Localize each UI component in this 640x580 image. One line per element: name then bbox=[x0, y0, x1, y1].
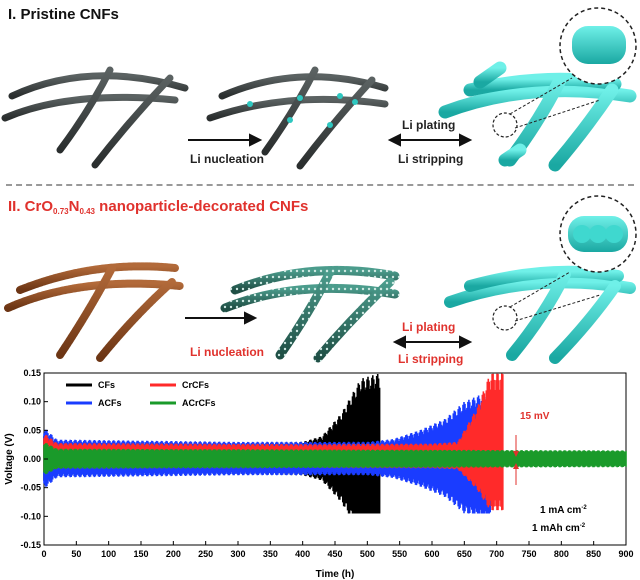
x-tick-label: 150 bbox=[133, 549, 148, 559]
x-axis-label: Time (h) bbox=[316, 569, 355, 580]
x-tick-label: 550 bbox=[392, 549, 407, 559]
zoom-target-circle-2 bbox=[492, 305, 518, 331]
y-tick-label: 0.05 bbox=[23, 425, 41, 435]
panel-2-stripping-label: Li stripping bbox=[398, 352, 464, 366]
x-tick-label: 250 bbox=[198, 549, 213, 559]
x-tick-label: 600 bbox=[424, 549, 439, 559]
y-tick-label: -0.05 bbox=[20, 483, 41, 493]
nucleated-fiber-network bbox=[206, 66, 389, 170]
y-axis-label: Voltage (V) bbox=[4, 433, 15, 484]
y-tick-label: -0.10 bbox=[20, 511, 41, 521]
x-tick-label: 0 bbox=[41, 549, 46, 559]
capacity-label: 1 mAh cm-2 bbox=[532, 523, 586, 534]
decorated-fiber-network bbox=[4, 262, 184, 362]
x-tick-label: 100 bbox=[101, 549, 116, 559]
legend-label-acrcfs: ACrCFs bbox=[182, 398, 216, 408]
panel-1-illustration bbox=[1, 7, 637, 172]
x-tick-label: 50 bbox=[71, 549, 81, 559]
li-nuclei bbox=[247, 93, 358, 128]
panel-2-nucleation-label: Li nucleation bbox=[190, 345, 265, 359]
x-tick-label: 850 bbox=[586, 549, 601, 559]
pristine-fiber-network bbox=[1, 66, 189, 169]
legend: CFs ACFs CrCFs ACrCFs bbox=[66, 380, 216, 408]
axis-layer: 0 50 100 150 200 250 300 350 400 450 500 550 600 650 7… bbox=[20, 368, 633, 559]
mv-annotation: 15 mV bbox=[513, 411, 550, 485]
panel-1-nucleation-label: Li nucleation bbox=[190, 152, 265, 166]
x-tick-label: 650 bbox=[457, 549, 472, 559]
panel-2-title: II. CrO0.73N0.43 nanoparticle-decorated … bbox=[8, 198, 309, 216]
plated-lithium-network-2 bbox=[444, 265, 636, 364]
panel-1-plating-label: Li plating bbox=[402, 118, 456, 132]
y-tick-label: -0.15 bbox=[20, 540, 41, 550]
nucleation-arrow-2 bbox=[185, 311, 258, 325]
zoom-target-circle bbox=[492, 112, 518, 138]
panel-2-plating-label: Li plating bbox=[402, 320, 456, 334]
panel-divider bbox=[6, 184, 634, 186]
plating-stripping-arrow-2 bbox=[392, 335, 473, 349]
x-tick-label: 800 bbox=[554, 549, 569, 559]
x-tick-label: 350 bbox=[263, 549, 278, 559]
x-tick-label: 300 bbox=[230, 549, 245, 559]
nucleation-arrow bbox=[188, 133, 263, 147]
y-tick-label: 0.00 bbox=[23, 454, 41, 464]
legend-label-crcfs: CrCFs bbox=[182, 380, 209, 390]
x-tick-label: 750 bbox=[521, 549, 536, 559]
legend-label-acfs: ACFs bbox=[98, 398, 122, 408]
x-tick-label: 200 bbox=[166, 549, 181, 559]
panel-1-stripping-label: Li stripping bbox=[398, 152, 464, 166]
x-tick-label: 450 bbox=[327, 549, 342, 559]
current-density-label: 1 mA cm-2 bbox=[540, 505, 587, 516]
mv-label: 15 mV bbox=[520, 411, 550, 422]
plating-stripping-arrow bbox=[387, 133, 473, 147]
series-layer bbox=[43, 373, 627, 514]
plated-lithium-network bbox=[438, 61, 637, 172]
panel-1-title: I. Pristine CNFs bbox=[8, 6, 119, 23]
x-tick-label: 500 bbox=[360, 549, 375, 559]
y-tick-label: 0.15 bbox=[23, 368, 41, 378]
y-tick-label: 0.10 bbox=[23, 397, 41, 407]
x-tick-label: 700 bbox=[489, 549, 504, 559]
legend-label-cfs: CFs bbox=[98, 380, 115, 390]
x-tick-label: 400 bbox=[295, 549, 310, 559]
x-tick-label: 900 bbox=[618, 549, 633, 559]
panel-2-illustration bbox=[4, 195, 637, 364]
voltage-chart: 0 50 100 150 200 250 300 350 400 450 500 550 600 650 7… bbox=[4, 368, 634, 580]
